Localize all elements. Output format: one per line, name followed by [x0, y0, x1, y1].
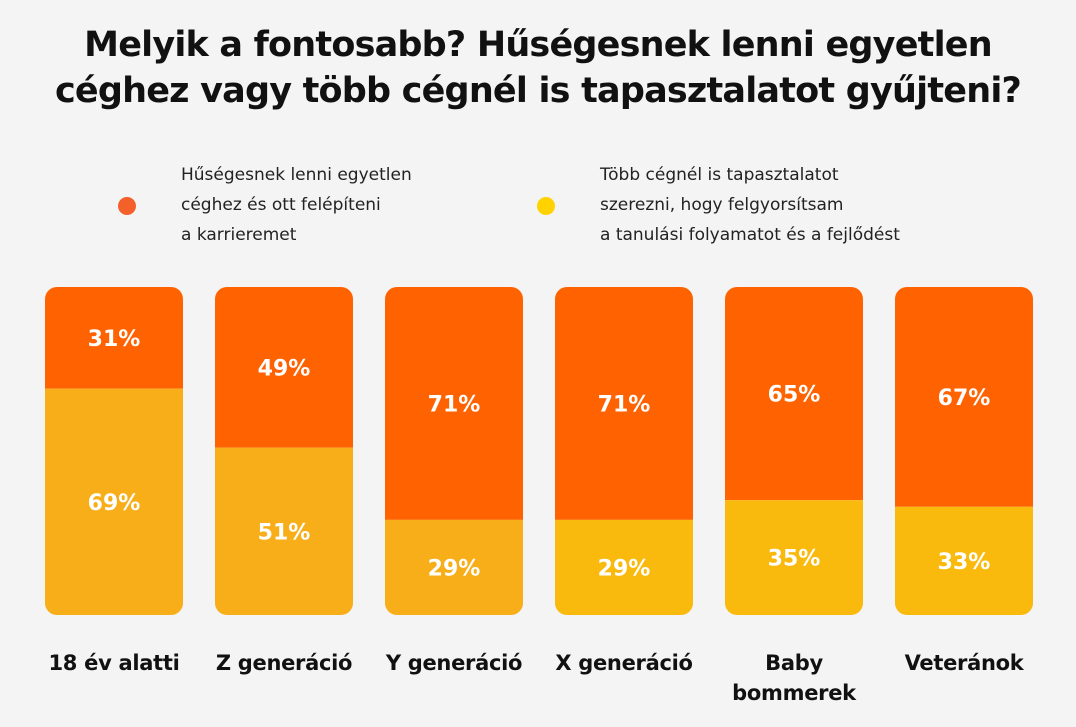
bar-segment-loyal: [45, 287, 183, 389]
data-label-loyal: 65%: [768, 383, 821, 408]
bar-segment-loyal: [215, 287, 353, 448]
bar-segment-loyal: [555, 287, 693, 520]
x-tick-label: Y generáció: [385, 651, 523, 675]
data-label-loyal: 71%: [428, 392, 481, 417]
data-label-multiple: 35%: [768, 547, 821, 572]
bar-segment-multiple: [385, 519, 523, 615]
bar-segment-multiple: [895, 506, 1033, 615]
legend-label-loyal: Hűségesnek lenni egyetlen céghez és ott …: [181, 165, 412, 245]
data-label-multiple: 29%: [598, 556, 651, 581]
data-label-loyal: 49%: [258, 356, 311, 381]
x-tick-label: X generáció: [555, 651, 693, 675]
bar-segment-multiple: [555, 519, 693, 615]
legend-dot-multiple: [537, 197, 555, 215]
data-label-multiple: 33%: [938, 550, 991, 575]
bar-segment-loyal: [725, 287, 863, 501]
x-tick-label: Baby bommerek: [732, 651, 856, 705]
bar-segment-multiple: [215, 447, 353, 615]
data-label-loyal: 71%: [598, 392, 651, 417]
x-tick-label: Veteránok: [904, 651, 1024, 675]
data-label-loyal: 67%: [938, 386, 991, 411]
x-tick-label: 18 év alatti: [48, 651, 180, 675]
legend-label-multiple: Több cégnél is tapasztalatot szerezni, h…: [600, 165, 900, 245]
data-label-multiple: 69%: [88, 491, 141, 516]
chart-title: Melyik a fontosabb? Hűségesnek lenni egy…: [54, 25, 1022, 111]
bar-segment-multiple: [45, 388, 183, 615]
data-label-multiple: 29%: [428, 556, 481, 581]
data-label-loyal: 31%: [88, 327, 141, 352]
legend-dot-loyal: [118, 197, 136, 215]
data-label-multiple: 51%: [258, 520, 311, 545]
bar-segment-multiple: [725, 500, 863, 615]
x-tick-label: Z generáció: [215, 651, 353, 675]
bar-segment-loyal: [895, 287, 1033, 507]
bar-segment-loyal: [385, 287, 523, 520]
